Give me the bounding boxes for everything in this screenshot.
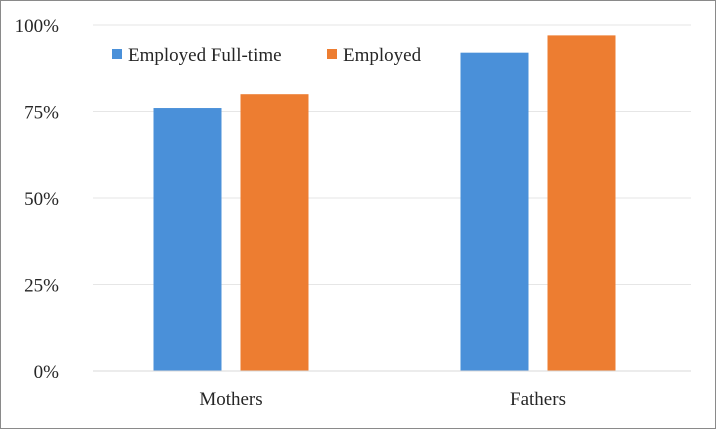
bars [153,35,616,372]
legend-label: Employed Full-time [128,45,282,66]
y-axis-ticks: 0% 25% 50% 75% 100% [15,16,60,383]
legend: Employed Full-time Employed [112,45,422,66]
x-tick-label: Fathers [510,389,566,410]
y-tick-label: 50% [24,189,59,210]
y-tick-label: 25% [24,276,59,297]
x-tick-label: Mothers [199,389,262,410]
y-tick-label: 0% [34,362,60,383]
bar-employed-full-time-fathers [460,52,529,372]
legend-swatch [112,49,122,59]
y-tick-label: 75% [24,103,59,124]
bar-employed-full-time-mothers [153,108,222,371]
legend-label: Employed [343,45,422,66]
bar-employed-mothers [240,94,309,371]
bar-employed-fathers [547,35,616,371]
y-tick-label: 100% [15,16,60,37]
legend-swatch [327,49,337,59]
x-axis-labels: Mothers Fathers [199,389,566,410]
